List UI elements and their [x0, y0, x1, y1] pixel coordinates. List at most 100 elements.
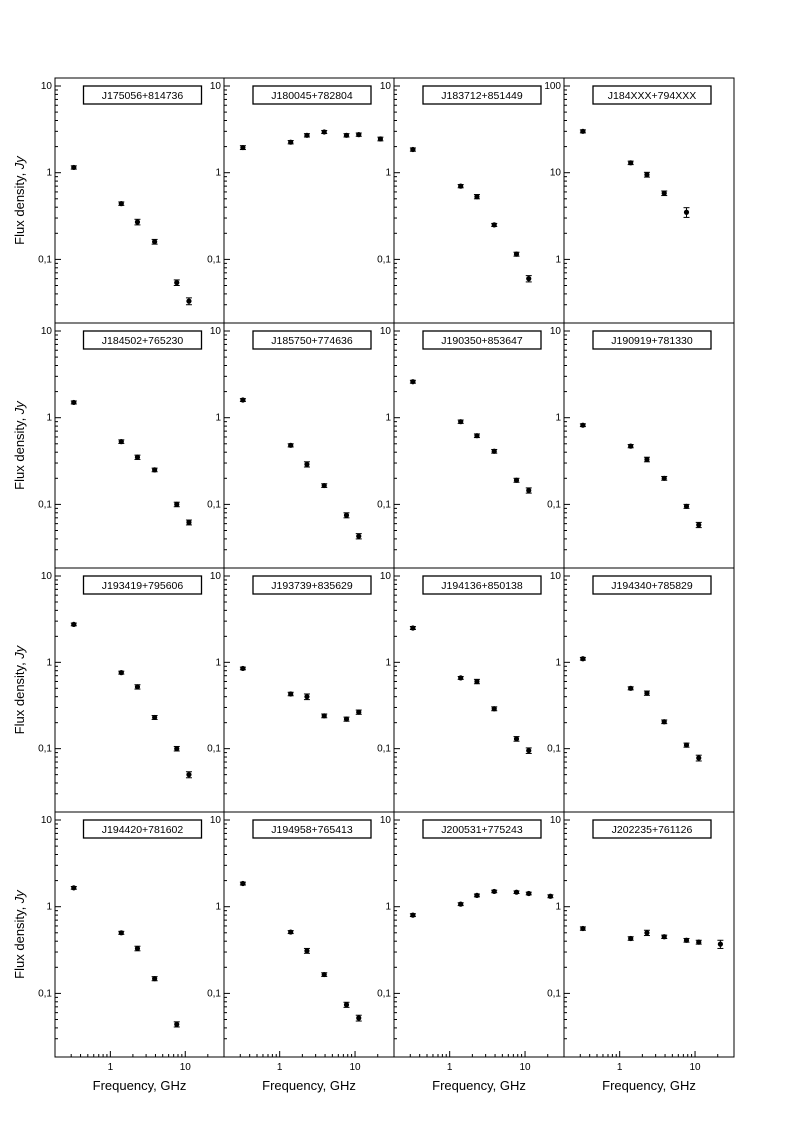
data-point [526, 276, 532, 282]
panel-title: J184XXX+794XXX [608, 90, 696, 102]
y-tick-label: 0,1 [377, 988, 391, 999]
data-point [513, 889, 520, 895]
y-tick-label: 1 [385, 902, 391, 913]
x-tick-label: 10 [180, 1062, 192, 1073]
panel-title: J200531+775243 [441, 824, 523, 836]
data-point [410, 379, 416, 385]
data-point [474, 433, 480, 439]
data-point [491, 222, 497, 228]
data-point [118, 670, 124, 676]
y-axis-label-unit: Jy [12, 644, 27, 660]
y-tick-label: 10 [210, 81, 222, 92]
panel-frame [223, 322, 395, 569]
y-tick-label: 10 [210, 326, 222, 337]
panel-title: J194340+785829 [611, 580, 693, 592]
y-tick-label: 1 [555, 413, 561, 424]
data-point [288, 929, 294, 935]
panel-title: J190919+781330 [611, 335, 693, 347]
data-point [410, 625, 416, 631]
y-tick-label: 10 [380, 571, 392, 582]
data-point [174, 1021, 180, 1027]
data-point [696, 755, 702, 761]
data-point [304, 132, 310, 138]
panel-title-box [252, 330, 372, 350]
panel-J194958+765413: 0,1 1 10 1 10 J194958+765413 [207, 811, 395, 1073]
panel-J180045+782804: 0,1 1 10 J180045+782804 [207, 77, 395, 324]
data-point [644, 172, 650, 178]
data-point [343, 1002, 350, 1008]
panel-title: J194958+765413 [271, 824, 353, 836]
panel-frame [393, 77, 565, 324]
y-tick-label: 0,1 [207, 499, 221, 510]
y-tick-label: 0,1 [207, 744, 221, 755]
x-tick-label: 10 [689, 1062, 701, 1073]
data-point [304, 694, 310, 700]
data-point [174, 501, 180, 507]
panel-title-box [422, 575, 542, 595]
panel-title-box [252, 575, 372, 595]
y-tick-label: 0,1 [547, 988, 561, 999]
x-axis-label: Frequency, GHz [432, 1078, 526, 1093]
data-point [410, 146, 416, 153]
data-point [288, 442, 294, 448]
data-point [513, 736, 520, 742]
data-point [491, 448, 497, 454]
data-point [644, 930, 650, 936]
panels-group: 0,1 1 10 J175056+814736 0,1 1 10 J180045+782804… [38, 77, 735, 1073]
data-point [343, 716, 350, 722]
x-tick-label: 1 [447, 1062, 453, 1073]
y-tick-label: 1 [46, 168, 52, 179]
data-point [696, 939, 702, 945]
y-axis-label-text: Flux density, [12, 414, 27, 490]
y-tick-label: 1 [46, 413, 52, 424]
y-tick-label: 0,1 [547, 744, 561, 755]
y-tick-label: 1 [555, 902, 561, 913]
data-point [683, 742, 690, 748]
panel-title-box [422, 819, 542, 839]
y-tick-label: 0,1 [377, 254, 391, 265]
data-point [134, 684, 141, 690]
data-point [152, 239, 158, 245]
y-tick-label: 10 [41, 815, 53, 826]
data-point [240, 880, 246, 887]
panel-frame [393, 567, 565, 813]
panel-J194136+850138: 0,1 1 10 J194136+850138 [377, 567, 565, 813]
y-tick-label: 1 [46, 657, 52, 668]
data-point [661, 719, 667, 725]
panel-title: J190350+853647 [441, 335, 523, 347]
panel-title-box [82, 575, 203, 595]
data-point [513, 477, 520, 483]
data-point [240, 144, 246, 151]
panel-frame [54, 567, 225, 813]
data-point [71, 164, 77, 171]
y-tick-label: 10 [380, 815, 392, 826]
y-tick-label: 10 [550, 326, 562, 337]
panel-title: J193739+835629 [271, 580, 353, 592]
y-axis-label: Flux density, Jy [12, 400, 27, 490]
panel-title: J194420+781602 [102, 824, 184, 836]
panel-frame [393, 811, 565, 1058]
panel-frame [563, 77, 735, 324]
data-point [240, 665, 246, 672]
x-tick-label: 1 [108, 1062, 114, 1073]
data-point [343, 512, 350, 518]
data-point [491, 888, 497, 895]
panel-title-box [252, 819, 372, 839]
y-tick-label: 1 [215, 902, 221, 913]
y-tick-label: 1 [385, 413, 391, 424]
panel-frame [563, 567, 735, 813]
panel-title-box [422, 85, 542, 105]
data-point [644, 690, 650, 696]
data-point [661, 190, 667, 196]
panel-J194340+785829: 0,1 1 10 J194340+785829 [547, 567, 735, 813]
panel-frame [563, 322, 735, 569]
data-point [628, 685, 634, 691]
x-tick-label: 1 [277, 1062, 283, 1073]
panel-title-box [592, 575, 712, 595]
data-point [118, 201, 124, 207]
data-point [377, 136, 383, 142]
y-tick-label: 10 [550, 815, 562, 826]
data-point [683, 937, 690, 943]
panel-frame [223, 811, 395, 1058]
panel-frame [54, 77, 225, 324]
